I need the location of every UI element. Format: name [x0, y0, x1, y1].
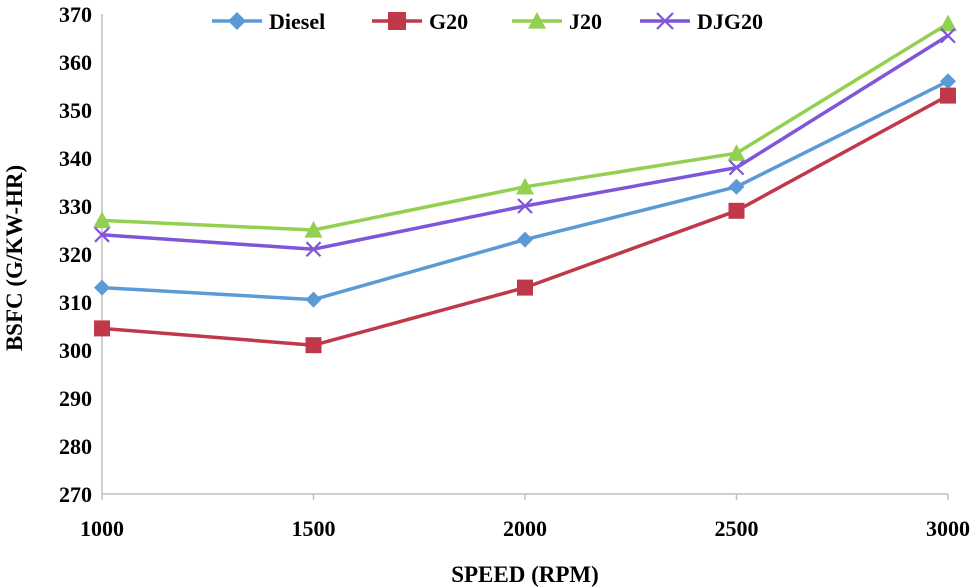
x-marker-stroke: [94, 227, 110, 243]
y-axis-ticks: 270 280 290 300 310 320 330 340 350 360 370: [59, 2, 92, 507]
y-tick-label: 270: [59, 482, 92, 507]
x-axis-ticks: 1000 1500 2000 2500 3000: [80, 494, 970, 541]
legend-label: G20: [429, 9, 468, 34]
y-tick-label: 300: [59, 338, 92, 363]
legend-label: DJG20: [697, 9, 763, 34]
data-point-djg20: [940, 27, 956, 44]
legend-marker: [656, 12, 674, 30]
data-point-diesel: [305, 291, 322, 308]
data-point-g20: [728, 202, 745, 219]
legend-label: Diesel: [269, 9, 325, 34]
data-point-g20: [94, 320, 110, 337]
series-layer: [93, 14, 957, 354]
data-point-j20: [516, 177, 534, 195]
x-axis-title: SPEED (RPM): [451, 562, 599, 587]
data-point-djg20: [728, 159, 745, 176]
x-tick-label: 1000: [80, 516, 124, 541]
data-point-djg20: [517, 198, 533, 214]
data-point-j20: [939, 14, 957, 32]
y-tick-label: 320: [59, 242, 92, 267]
data-point-j20: [304, 221, 323, 238]
axes: [101, 14, 948, 495]
x-marker-stroke: [728, 159, 745, 176]
data-point-g20: [305, 337, 322, 354]
series-diesel: [94, 73, 956, 308]
y-tick-label: 330: [59, 194, 92, 219]
series-djg20: [94, 27, 956, 257]
data-point-diesel: [94, 279, 110, 296]
legend-item-j20: J20: [512, 9, 602, 34]
x-marker-stroke: [656, 12, 674, 30]
data-point-g20: [517, 279, 533, 296]
x-marker-stroke: [517, 198, 533, 214]
series-line-djg20: [101, 34, 949, 251]
x-tick-label: 3000: [926, 516, 970, 541]
series-j20: [93, 14, 957, 238]
legend-marker: [228, 12, 246, 30]
y-axis-title: BSFC (G/KW-HR): [2, 165, 27, 351]
x-marker-stroke: [940, 27, 956, 44]
y-tick-label: 290: [59, 386, 92, 411]
data-point-j20: [727, 144, 746, 161]
data-point-djg20: [94, 227, 110, 243]
legend-item-g20: G20: [372, 9, 468, 34]
y-tick-label: 280: [59, 434, 92, 459]
x-tick-label: 2500: [715, 516, 759, 541]
data-point-diesel: [940, 73, 956, 90]
y-tick-label: 310: [59, 290, 92, 315]
series-g20: [94, 87, 956, 354]
y-tick-label: 360: [59, 50, 92, 75]
legend-item-djg20: DJG20: [640, 9, 763, 34]
y-tick-label: 370: [59, 2, 92, 27]
data-point-j20: [93, 211, 111, 229]
x-tick-label: 1500: [292, 516, 336, 541]
legend-marker: [388, 12, 406, 30]
data-point-djg20: [305, 241, 322, 257]
series-line-g20: [101, 94, 949, 347]
legend-marker: [528, 12, 546, 29]
data-point-diesel: [728, 178, 745, 195]
data-point-diesel: [517, 231, 533, 248]
legend-label: J20: [569, 9, 602, 34]
y-tick-label: 350: [59, 98, 92, 123]
x-marker-stroke: [305, 241, 322, 257]
series-line-j20: [101, 22, 949, 232]
legend-item-diesel: Diesel: [212, 9, 325, 34]
legend: Diesel G20 J20 DJG20: [212, 9, 763, 34]
y-tick-label: 340: [59, 146, 92, 171]
data-point-g20: [940, 87, 956, 104]
x-tick-label: 2000: [503, 516, 547, 541]
